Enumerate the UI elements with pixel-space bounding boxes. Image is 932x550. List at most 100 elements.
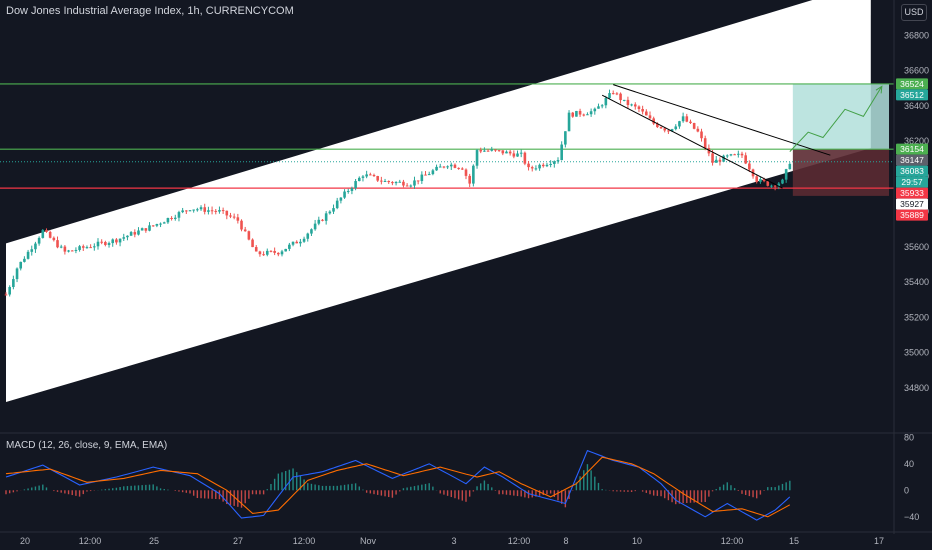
macd-title: MACD (12, 26, close, 9, EMA, EMA) [6,440,168,451]
candle-body [486,150,490,152]
candle-body [773,185,777,187]
candle-body [549,163,552,165]
candle-body [725,155,729,157]
candle-body [523,152,527,164]
candle-body [483,150,486,152]
candle-body [70,250,74,252]
target-zone [792,83,889,150]
candle-body [508,151,512,154]
candle-body [196,209,199,211]
candle-body [663,128,667,131]
price-tick-label: 35400 [904,277,929,287]
candle-body [718,159,722,162]
candle-body [203,207,207,212]
candle-body [567,112,571,132]
candle-body [472,165,475,184]
price-tick-label: 36600 [904,66,929,76]
candle-body [777,183,781,187]
candle-body [490,149,494,151]
candle-body [479,150,483,152]
candle-body [26,251,30,259]
candle-body [416,180,420,182]
candle-body [321,219,324,221]
price-tag-35889 [896,209,928,221]
candle-body [497,150,501,152]
candle-body [214,210,218,212]
candle-body [689,121,692,124]
candle-body [560,144,563,161]
candle-body [759,179,762,182]
chart-title: Dow Jones Industrial Average Index, 1h, … [6,5,294,17]
candle-body [586,114,589,116]
candle-body [438,166,442,168]
candle-body [170,217,173,219]
candle-body [81,246,85,248]
price-tick-label: 35600 [904,242,929,252]
candle-body [365,174,368,177]
candle-body [284,248,287,252]
candle-body [34,243,37,250]
candle-body [645,111,648,116]
candle-body [541,164,545,167]
candle-body [696,128,700,132]
candle-body [236,217,240,221]
candle-body [615,93,619,95]
candle-body [571,112,575,117]
currency-button[interactable]: USD [901,4,927,21]
candle-body [648,115,652,119]
candle-body [766,181,770,186]
candle-body [729,154,733,156]
price-tag-36083 [896,165,928,177]
candle-body [449,164,453,167]
candle-body [78,246,81,250]
candle-body [19,261,23,269]
candle-body [258,251,262,255]
candle-body [582,114,586,116]
time-tick-label: 25 [149,536,159,546]
candle-body [512,153,516,157]
candle-body [188,210,192,212]
candle-body [240,220,243,230]
candle-body [402,181,405,186]
candle-body [89,247,92,249]
price-tick-label: 35000 [904,348,929,358]
price-tag-label: 36154 [900,144,924,154]
price-tag-label: 36083 [900,166,924,176]
wedge-line-upper [613,84,831,156]
candle-body [744,155,747,164]
price-tag-label: 36147 [900,155,924,165]
candle-body [674,126,678,130]
price-tag-36524 [896,78,928,90]
candle-body [755,176,759,182]
candle-body [291,241,295,245]
candle-body [770,185,773,187]
candle-body [619,93,622,101]
candle-body [48,231,52,238]
time-tick-label: 12:00 [293,536,316,546]
candle-body [15,268,19,280]
candle-body [177,212,181,218]
candle-body [229,215,232,217]
candle-body [273,250,276,253]
candle-body [111,239,115,244]
candle-body [67,250,70,252]
candle-body [8,287,11,295]
candle-body [626,99,630,106]
candle-body [762,179,766,182]
candle-body [501,150,505,154]
candle-body [221,210,225,212]
candle-body [30,249,34,252]
candle-body [243,229,247,232]
candle-body [328,211,332,214]
price-tick-label: 36800 [904,30,929,40]
candle-body [409,185,413,187]
macd-tick-label: 80 [904,432,914,442]
time-tick-label: 8 [563,536,568,546]
candle-body [262,254,265,256]
candle-body [641,108,644,112]
candle-body [394,182,398,184]
candle-body [59,246,63,248]
candle-body [667,130,670,132]
candle-body [93,246,96,248]
